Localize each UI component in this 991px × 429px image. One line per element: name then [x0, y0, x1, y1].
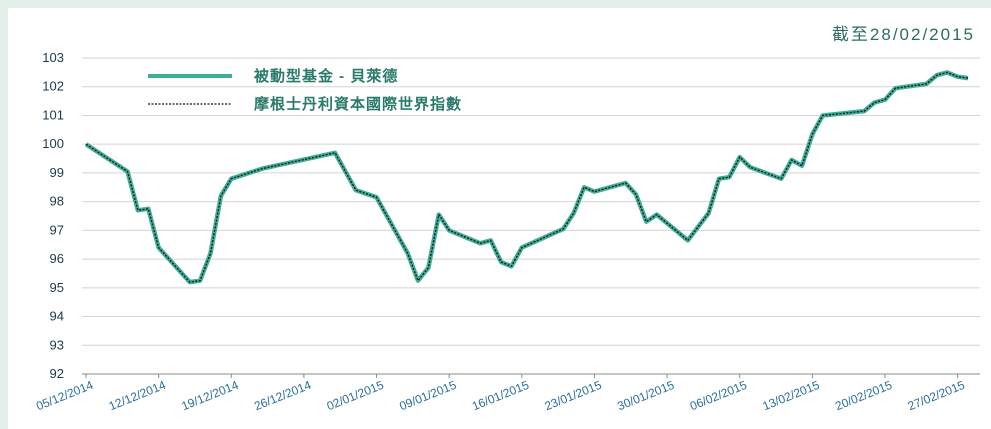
y-tick-label: 103: [42, 50, 64, 65]
y-tick-label: 99: [50, 165, 64, 180]
y-tick-label: 94: [50, 309, 64, 324]
legend-label: 摩根士丹利資本國際世界指數: [254, 95, 462, 113]
y-tick-label: 101: [42, 107, 64, 122]
y-tick-label: 100: [42, 136, 64, 151]
y-tick-label: 92: [50, 366, 64, 381]
y-tick-label: 95: [50, 280, 64, 295]
series-line: [85, 71, 969, 283]
y-tick-label: 102: [42, 79, 64, 94]
y-tick-label: 93: [50, 337, 64, 352]
y-tick-label: 96: [50, 251, 64, 266]
chart-title: 截至28/02/2015: [832, 25, 975, 44]
panel: [8, 8, 991, 429]
legend-label: 被動型基金 - 貝萊德: [254, 67, 398, 85]
y-tick-label: 97: [50, 222, 64, 237]
y-tick-label: 98: [50, 194, 64, 209]
